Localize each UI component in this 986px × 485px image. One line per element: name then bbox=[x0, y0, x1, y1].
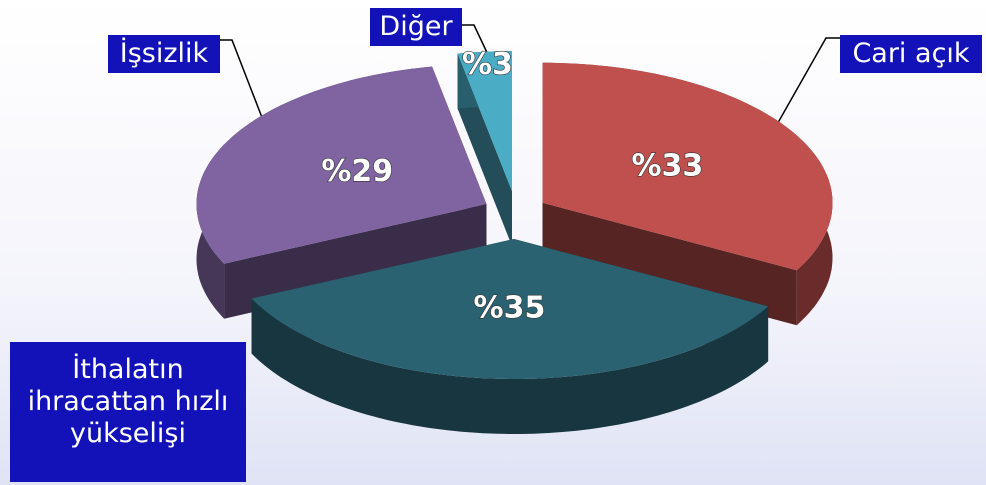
slice bbox=[196, 66, 487, 264]
data-label: %35 bbox=[474, 290, 546, 325]
leader-line bbox=[220, 39, 269, 134]
data-label: %3 bbox=[462, 47, 513, 82]
slice bbox=[251, 239, 769, 379]
data-label: %29 bbox=[321, 154, 393, 189]
legend-label: Cari açık bbox=[840, 35, 982, 73]
slice-wall bbox=[542, 202, 797, 326]
slice bbox=[457, 51, 512, 192]
slice-side bbox=[251, 298, 769, 434]
leader-line bbox=[774, 37, 840, 129]
data-label: %33 bbox=[631, 149, 703, 184]
legend-label: İthalatın ihracattan hızlı yükselişi bbox=[10, 342, 246, 482]
legend-label: İşsizlik bbox=[108, 35, 220, 73]
slice bbox=[542, 62, 833, 271]
legend-label: Diğer bbox=[370, 8, 462, 46]
